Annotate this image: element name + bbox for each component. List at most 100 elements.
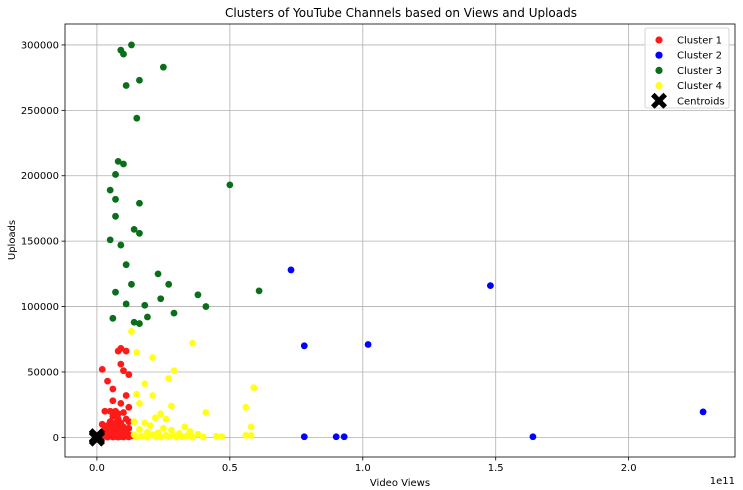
legend-label: Cluster 4 bbox=[677, 81, 722, 92]
data-point bbox=[106, 186, 114, 194]
x-tick-label: 1.0 bbox=[355, 463, 371, 474]
y-tick-label: 300000 bbox=[21, 40, 59, 51]
data-point bbox=[136, 426, 143, 433]
data-point bbox=[247, 432, 255, 439]
data-point bbox=[109, 433, 117, 441]
data-point bbox=[332, 433, 340, 441]
chart-title: Clusters of YouTube Channels based on Vi… bbox=[225, 6, 577, 20]
data-point bbox=[117, 399, 125, 407]
data-point bbox=[242, 432, 250, 439]
data-point bbox=[173, 433, 181, 441]
data-point bbox=[117, 241, 125, 249]
series-centroids bbox=[88, 428, 105, 447]
data-point bbox=[128, 328, 135, 335]
grid-lines bbox=[65, 24, 735, 457]
data-point bbox=[146, 422, 154, 430]
y-tick-label: 50000 bbox=[27, 367, 59, 378]
x-tick-label: 0.0 bbox=[89, 463, 105, 474]
data-point bbox=[194, 430, 202, 438]
y-axis-ticks: 0 50000 100000 150000 200000 250000 300000 bbox=[21, 40, 65, 444]
data-point bbox=[170, 367, 178, 375]
data-point bbox=[181, 423, 189, 431]
data-point bbox=[149, 392, 157, 399]
data-point bbox=[144, 313, 151, 321]
data-point bbox=[130, 225, 138, 233]
data-point bbox=[300, 433, 308, 441]
y-tick-label: 0 bbox=[53, 433, 59, 444]
data-point bbox=[138, 432, 146, 440]
x-axis-label: Video Views bbox=[370, 478, 430, 489]
legend-marker bbox=[651, 92, 667, 109]
legend-label: Cluster 3 bbox=[677, 66, 722, 77]
legend: Cluster 1 Cluster 2 Cluster 3 Cluster 4 Cent… bbox=[644, 27, 730, 109]
data-point bbox=[114, 410, 122, 418]
data-point bbox=[162, 415, 170, 423]
data-point bbox=[250, 384, 258, 392]
data-point bbox=[106, 236, 114, 244]
data-point bbox=[226, 181, 234, 189]
legend-label: Centroids bbox=[677, 96, 725, 107]
data-point bbox=[125, 403, 133, 411]
data-point bbox=[165, 375, 173, 382]
data-point bbox=[157, 295, 165, 303]
data-point bbox=[133, 348, 141, 356]
y-tick-label: 200000 bbox=[21, 171, 59, 182]
data-point bbox=[529, 433, 537, 441]
data-point bbox=[98, 365, 106, 373]
data-point bbox=[165, 433, 173, 440]
data-point bbox=[112, 171, 119, 178]
data-point bbox=[199, 433, 207, 441]
data-point bbox=[114, 347, 122, 355]
data-point bbox=[141, 419, 149, 427]
legend-box bbox=[644, 27, 730, 109]
data-point bbox=[109, 413, 117, 420]
y-tick-label: 150000 bbox=[21, 237, 59, 248]
data-point bbox=[154, 270, 162, 278]
data-points bbox=[88, 41, 707, 447]
legend-marker bbox=[655, 66, 663, 74]
data-point bbox=[189, 339, 197, 347]
data-point bbox=[125, 433, 133, 441]
plot-frame bbox=[64, 23, 736, 458]
data-point bbox=[125, 371, 133, 378]
data-point bbox=[242, 403, 250, 411]
data-point bbox=[133, 433, 141, 441]
data-point bbox=[167, 426, 175, 434]
data-point bbox=[141, 380, 149, 388]
x-axis-ticks: 0.0 0.5 1.0 1.5 2.0 bbox=[89, 457, 637, 474]
data-point bbox=[120, 433, 127, 441]
data-point bbox=[112, 212, 119, 220]
data-point bbox=[194, 291, 202, 299]
data-point bbox=[151, 433, 159, 440]
data-point bbox=[109, 397, 117, 405]
data-point bbox=[300, 342, 308, 350]
data-point bbox=[109, 385, 117, 393]
data-point bbox=[122, 261, 130, 269]
data-point bbox=[114, 433, 122, 441]
data-point bbox=[120, 160, 127, 168]
centroid-point bbox=[88, 429, 105, 446]
data-point bbox=[144, 428, 151, 436]
y-tick-label: 250000 bbox=[21, 106, 59, 117]
data-point bbox=[167, 402, 175, 410]
data-point bbox=[101, 407, 109, 415]
data-point bbox=[136, 229, 143, 237]
data-point bbox=[98, 420, 106, 428]
legend-marker bbox=[655, 51, 663, 59]
data-point bbox=[157, 410, 165, 418]
data-point bbox=[157, 433, 165, 441]
data-point bbox=[486, 282, 494, 290]
data-point bbox=[159, 63, 167, 71]
data-point bbox=[128, 280, 135, 288]
data-point bbox=[136, 199, 143, 207]
data-point bbox=[125, 418, 133, 426]
legend-marker bbox=[655, 36, 663, 44]
series-cluster-3 bbox=[106, 41, 263, 327]
data-point bbox=[144, 433, 151, 441]
y-tick-label: 100000 bbox=[21, 302, 59, 313]
data-point bbox=[120, 50, 127, 58]
data-point bbox=[136, 399, 143, 407]
data-point bbox=[104, 433, 111, 441]
data-point bbox=[133, 390, 141, 398]
